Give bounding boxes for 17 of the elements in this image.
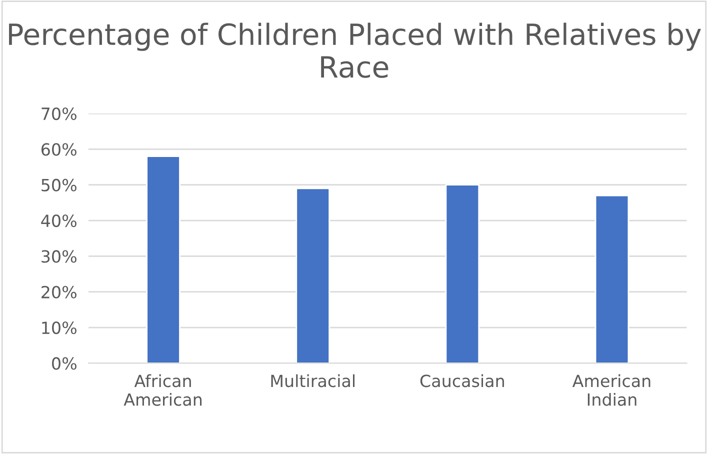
x-tick-label: Caucasian [420,374,504,388]
bar [296,188,330,364]
y-tick-label: 40% [41,214,76,228]
y-tick-label: 20% [42,286,76,298]
x-tick-label: American Indian [572,374,650,406]
y-tick-label: 10% [42,321,76,334]
bar [445,184,480,364]
y-tick-label: 50% [42,178,76,192]
x-tick-label: Multiracial [271,374,355,388]
bar [146,156,180,364]
chart-title: Percentage of Children Placed with Relatives by Race [9,22,701,78]
bar [594,194,630,364]
y-tick-label: 70% [42,107,76,120]
x-tick-label: African American [124,374,202,406]
y-tick-label: 60% [42,143,76,156]
y-tick-label: 30% [42,250,76,263]
y-tick-label: 0% [52,357,76,370]
